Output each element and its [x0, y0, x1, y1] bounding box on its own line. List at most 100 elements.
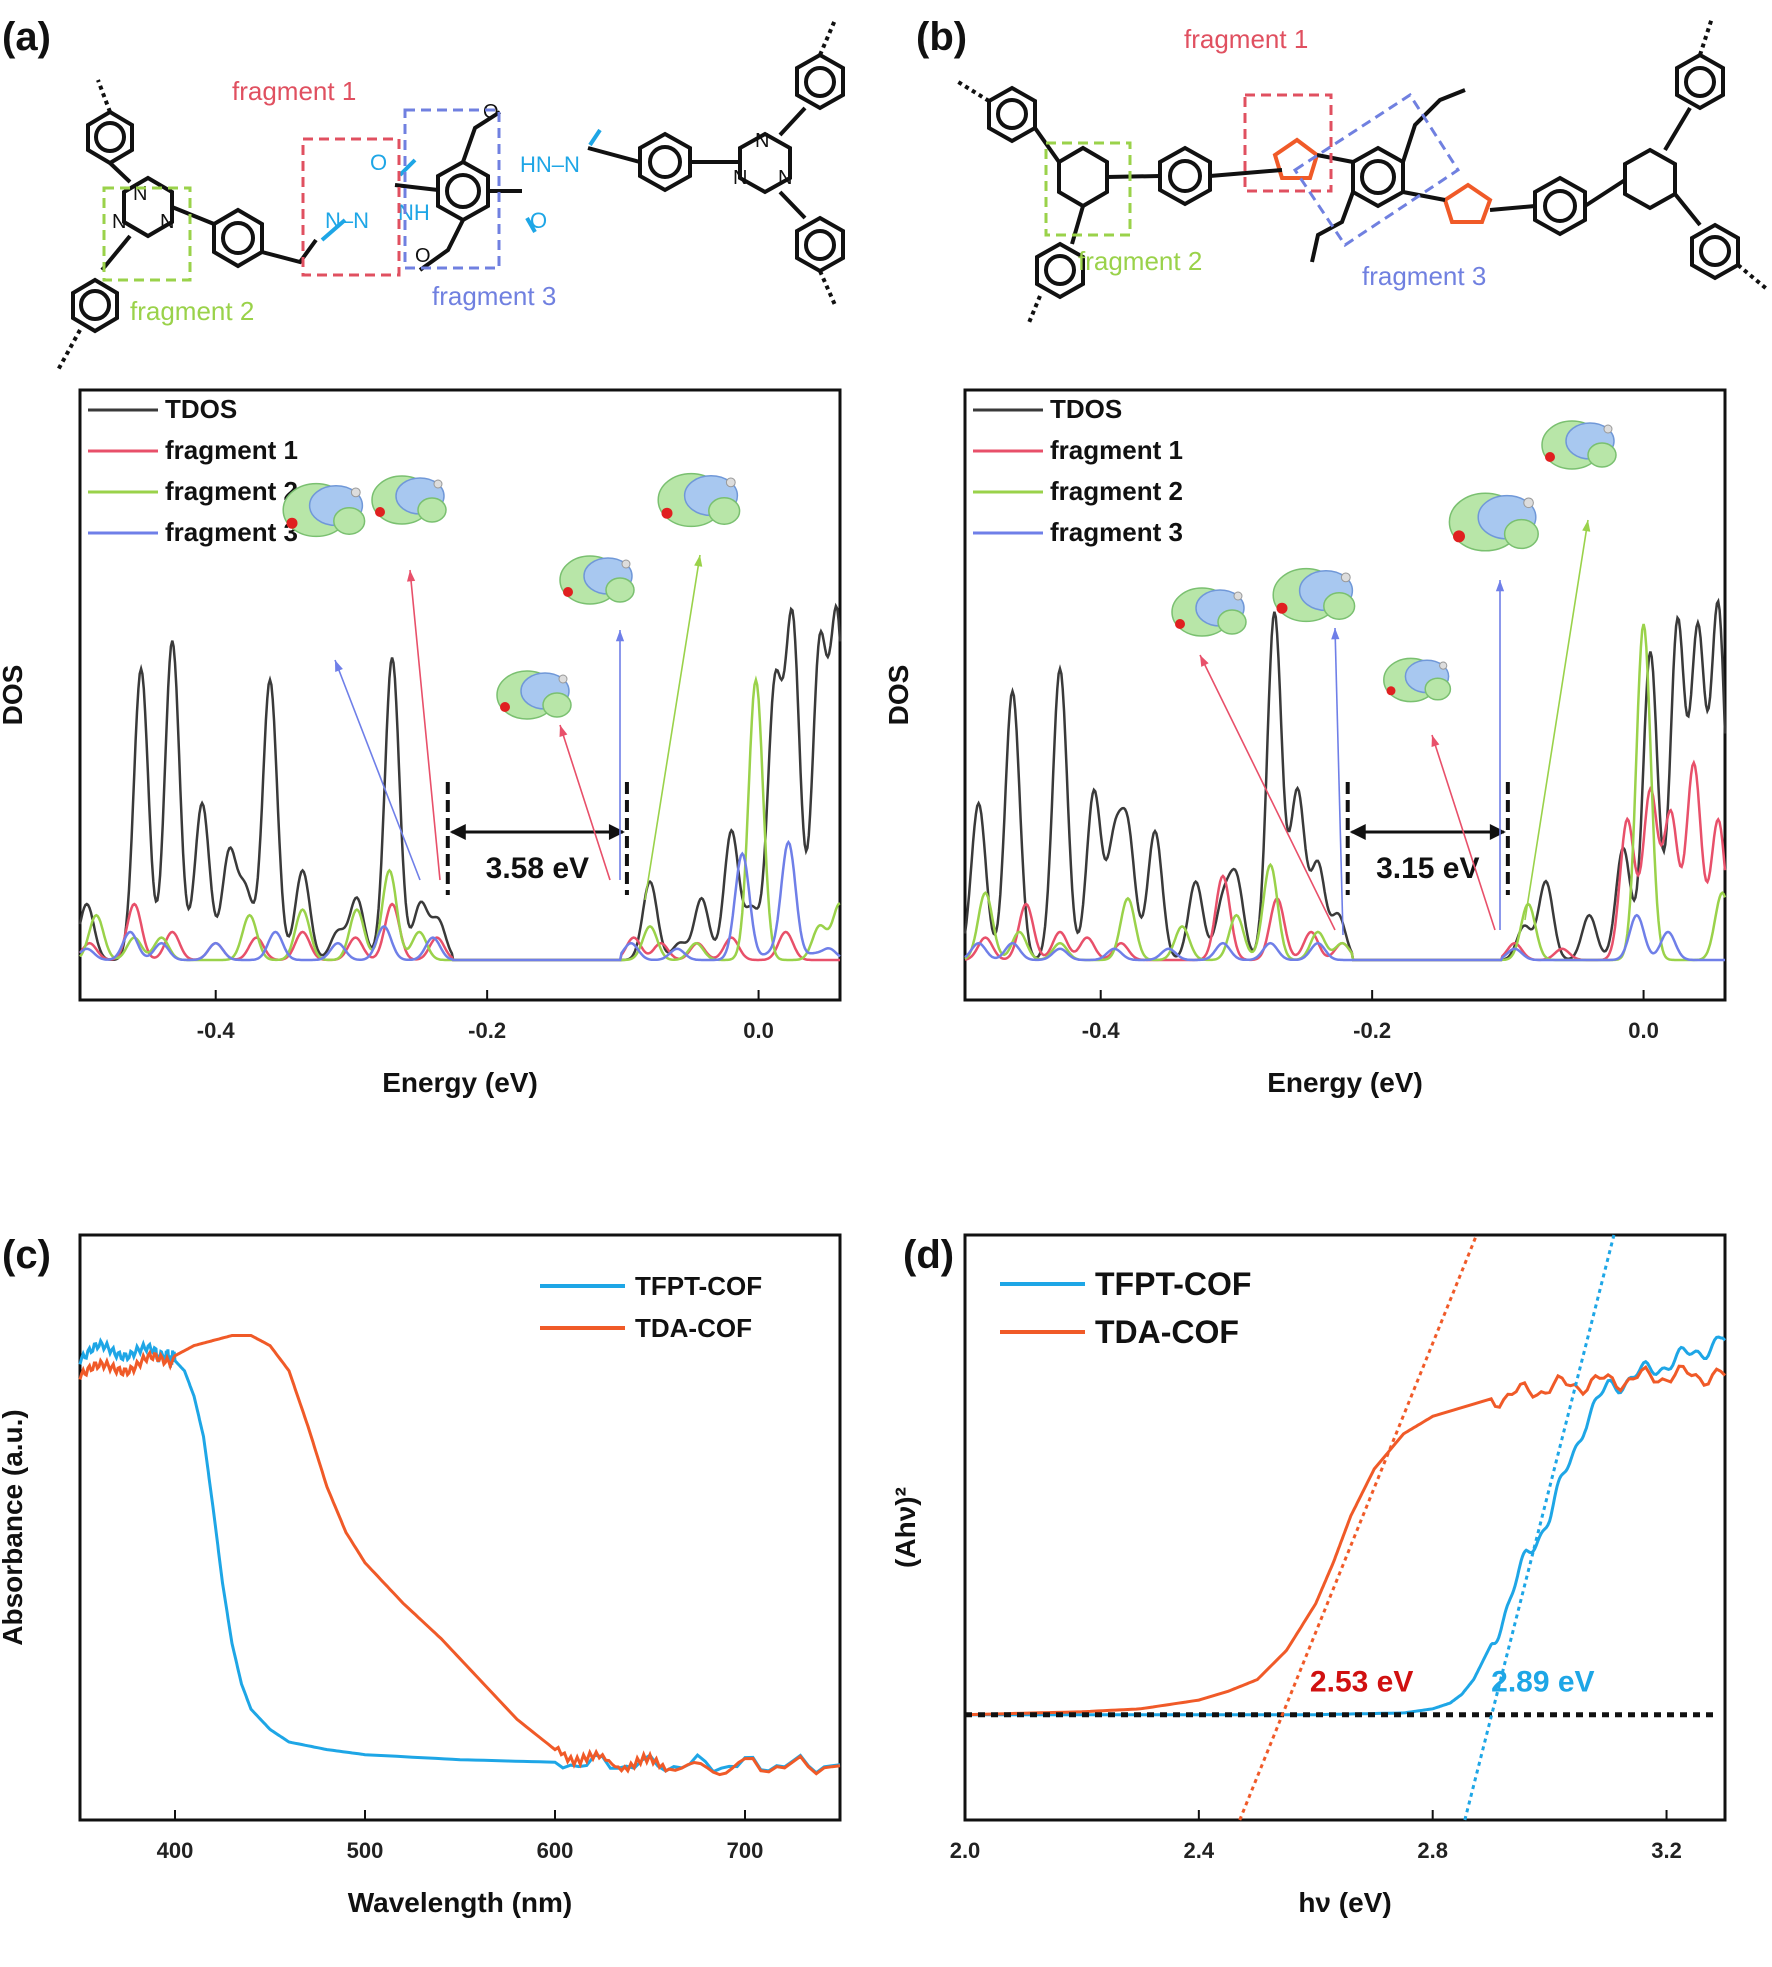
tangent-tda	[1238, 1234, 1478, 1821]
benzene-ring	[987, 85, 1037, 144]
benzene-ring	[1158, 145, 1212, 207]
x-tick-label: -0.2	[1353, 1018, 1391, 1043]
x-tick-label: -0.4	[1082, 1018, 1121, 1043]
orbital-isosurface	[1272, 567, 1356, 623]
triazine-ring	[738, 131, 792, 195]
benzene-ring	[86, 109, 134, 166]
y-axis-title: DOS	[0, 665, 28, 726]
thiadiazole-ring	[1442, 182, 1493, 224]
pointer-head	[1200, 655, 1209, 667]
atom-sphere	[1523, 497, 1534, 509]
benzene-ring	[1690, 222, 1740, 281]
atom-label: N–N	[325, 208, 369, 233]
orbital-lobe	[542, 692, 572, 718]
plot-frame	[963, 1233, 1727, 1822]
gap-arrowhead	[449, 824, 466, 840]
fragment-3-label: fragment 3	[1362, 261, 1486, 291]
annotation-tfpt-gap: 2.89 eV	[1491, 1665, 1594, 1698]
orbital-isosurface	[1383, 657, 1452, 703]
x-axis-title: hν (eV)	[1298, 1887, 1391, 1918]
chart-b: -0.4 -0.2 0.0 Energy (eV) DOS TDOS fragment 1 f…	[883, 388, 1727, 1098]
tangent-tfpt	[1463, 1234, 1616, 1821]
fragment-3-box	[403, 108, 501, 270]
pointer-line	[1199, 654, 1336, 931]
series-fragment-3	[79, 839, 841, 962]
atom-sphere	[558, 674, 568, 684]
legend-label: fragment 3	[165, 517, 298, 547]
x-tick-label: 2.0	[950, 1838, 981, 1863]
benzene-ring	[638, 131, 692, 193]
pointer-line	[1431, 734, 1496, 931]
pointer-line	[409, 569, 441, 881]
pointer-line	[334, 659, 421, 881]
pointer-head	[1331, 628, 1340, 640]
x-axis-title: Wavelength (nm)	[348, 1887, 573, 1918]
annotation-tda-gap: 2.53 eV	[1310, 1665, 1413, 1698]
atom-sphere	[1233, 591, 1243, 601]
y-axis-title: DOS	[883, 665, 914, 726]
atom-label: O	[530, 208, 547, 233]
atom-sphere	[725, 477, 736, 488]
gap-label: 3.58 eV	[486, 852, 589, 885]
atom-sphere	[286, 517, 298, 529]
orbital-isosurface	[657, 472, 741, 528]
x-tick-label: 0.0	[743, 1018, 774, 1043]
y-axis-title: (Ahν)²	[890, 1487, 921, 1568]
fragment-2-label: fragment 2	[130, 296, 254, 326]
atom-label: O	[483, 101, 499, 123]
atom-sphere	[500, 702, 510, 712]
x-tick-label: 2.4	[1184, 1838, 1215, 1863]
atom-label: N	[160, 211, 174, 233]
atom-sphere	[621, 559, 631, 569]
panel-label-c: (c)	[2, 1233, 51, 1277]
chart-a: -0.4 -0.2 0.0 Energy (eV) DOS TDOS fragment 1 f…	[0, 388, 842, 1098]
atom-label: O	[415, 245, 431, 267]
pointer-head	[335, 660, 343, 672]
benzene-ring	[1351, 145, 1405, 209]
fragment-1-box	[1243, 93, 1333, 193]
pointer-head	[1431, 735, 1440, 747]
pointer-head	[615, 630, 625, 642]
pointer-head	[1495, 580, 1505, 592]
panel-label-b: (b)	[916, 15, 967, 59]
orbital-isosurface	[282, 482, 366, 538]
orbital-lobe	[605, 577, 635, 603]
fragment-3-box	[1292, 92, 1461, 248]
pointer-head	[559, 725, 568, 737]
legend-label: TFPT-COF	[1095, 1266, 1251, 1302]
atom-sphere	[1175, 619, 1185, 629]
atom-label: N	[112, 211, 126, 233]
fragment-2-label: fragment 2	[1078, 246, 1202, 276]
x-tick-label: 700	[727, 1838, 764, 1863]
legend-label: TDA-COF	[1095, 1314, 1239, 1350]
x-tick-label: -0.4	[197, 1018, 236, 1043]
atom-label: N	[755, 130, 769, 152]
atom-sphere	[1453, 530, 1465, 543]
benzene-ring	[1675, 52, 1725, 111]
orbital-lobe	[1424, 677, 1452, 701]
orbital-isosurface	[1171, 587, 1247, 637]
x-tick-label: 3.2	[1651, 1838, 1682, 1863]
atom-sphere	[1545, 452, 1555, 462]
benzene-ring	[795, 52, 845, 111]
thiadiazole-ring	[1272, 137, 1320, 180]
chart-d: 2.0 2.4 2.8 3.2 hν (eV) (Ahν)² 2.53 eV 2.89 eV T…	[890, 1233, 1727, 1918]
fragment-1-label: fragment 1	[1184, 24, 1308, 54]
pointer-head	[694, 555, 703, 567]
legend-label: TFPT-COF	[635, 1271, 762, 1301]
orbital-isosurface	[1448, 492, 1539, 552]
fragment-1-box	[301, 137, 401, 277]
atom-label: O	[370, 150, 387, 175]
legend-label: fragment 1	[165, 435, 298, 465]
benzene-ring	[71, 277, 119, 334]
x-tick-label: 400	[157, 1838, 194, 1863]
series-fragment-2	[79, 675, 841, 962]
atom-label: N	[133, 183, 147, 205]
legend-label: fragment 3	[1050, 517, 1183, 547]
pointer-line	[1334, 627, 1344, 936]
orbital-lobe	[333, 507, 366, 535]
series-tdos	[963, 597, 1727, 962]
atom-label: N	[778, 167, 792, 189]
series-fragment-3	[964, 913, 1725, 962]
